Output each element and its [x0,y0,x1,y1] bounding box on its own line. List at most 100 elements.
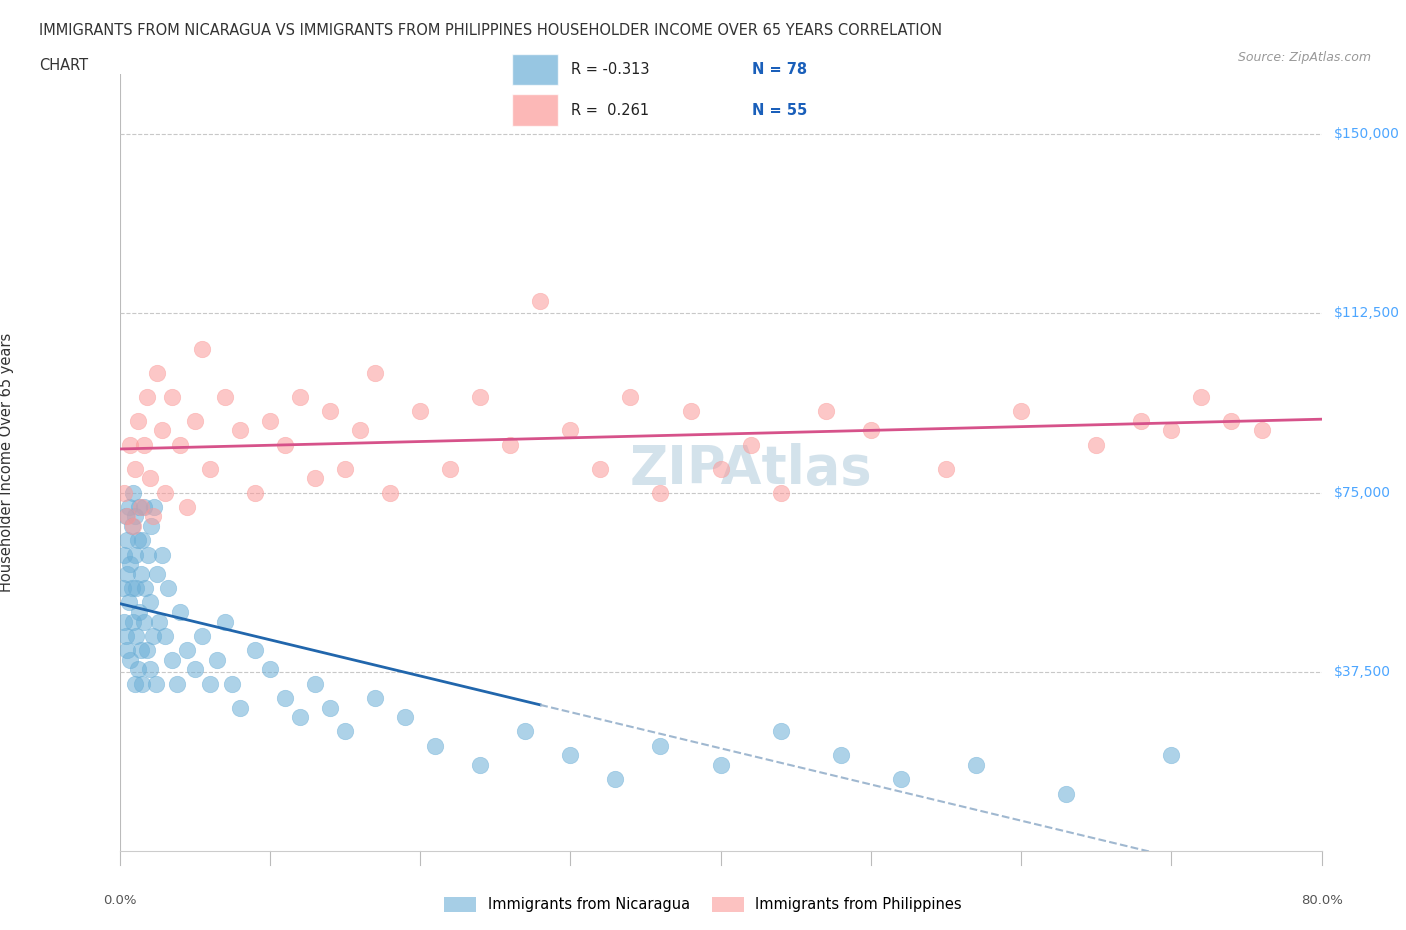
Point [138,595,160,610]
Text: ZIPAtlas: ZIPAtlas [630,443,872,495]
Point [1160,423,1182,438]
Point [221,676,243,691]
Point [176,643,198,658]
Text: $150,000: $150,000 [1334,127,1399,141]
Point [160,652,183,667]
Point [118,652,141,667]
Text: IMMIGRANTS FROM NICARAGUA VS IMMIGRANTS FROM PHILIPPINES HOUSEHOLDER INCOME OVER: IMMIGRANTS FROM NICARAGUA VS IMMIGRANTS … [39,23,942,38]
Point [304,676,326,691]
Point [134,580,156,595]
Point [135,643,157,658]
Point [679,404,702,418]
Point [319,700,342,715]
Point [288,390,311,405]
Text: 0.0%: 0.0% [103,894,136,907]
Point [274,691,297,706]
Point [112,485,135,500]
Point [138,471,160,485]
Point [111,580,134,595]
Point [160,390,183,405]
Point [470,390,492,405]
Text: CHART: CHART [39,58,89,73]
Point [124,547,146,562]
Point [138,662,160,677]
Point [191,341,214,356]
Point [131,676,153,691]
Point [115,566,138,581]
Point [112,547,135,562]
Point [333,461,356,476]
Point [118,557,141,572]
Point [228,423,252,438]
Point [499,437,522,452]
Point [394,710,416,724]
Point [814,404,837,418]
Legend: Immigrants from Nicaragua, Immigrants from Philippines: Immigrants from Nicaragua, Immigrants fr… [439,891,967,918]
Text: $75,000: $75,000 [1334,485,1391,499]
Point [740,437,762,452]
Point [409,404,432,418]
Point [114,509,136,524]
Point [112,614,135,629]
Point [183,662,205,677]
Point [515,724,537,739]
Bar [512,94,558,126]
Point [1054,786,1077,801]
Point [142,509,165,524]
Point [1130,414,1153,429]
Point [128,499,150,514]
Point [114,629,136,644]
Point [214,390,236,405]
Text: N = 78: N = 78 [752,62,807,77]
Point [166,676,188,691]
Point [259,662,281,677]
Point [650,485,672,500]
Point [153,629,176,644]
Point [176,499,198,514]
Point [198,461,221,476]
Point [228,700,252,715]
Point [142,629,165,644]
Point [243,485,266,500]
Point [1189,390,1212,405]
Point [589,461,612,476]
Text: Householder Income Over 65 years: Householder Income Over 65 years [0,333,14,592]
Point [136,547,159,562]
Text: $37,500: $37,500 [1334,665,1391,679]
Point [183,414,205,429]
Point [122,485,145,500]
Point [274,437,297,452]
Point [143,499,166,514]
Point [122,614,145,629]
Point [769,485,792,500]
Point [148,614,170,629]
Point [124,509,146,524]
Text: N = 55: N = 55 [752,102,807,117]
Point [1160,748,1182,763]
Point [135,390,157,405]
Point [650,738,672,753]
Point [769,724,792,739]
Point [132,499,155,514]
Point [115,643,138,658]
Point [115,509,138,524]
Point [131,533,153,548]
Point [127,533,149,548]
Point [129,643,152,658]
Point [198,676,221,691]
Point [145,676,167,691]
Point [205,652,228,667]
Point [132,437,155,452]
Text: R =  0.261: R = 0.261 [571,102,650,117]
Point [156,580,179,595]
Point [122,519,145,534]
Point [139,519,162,534]
Text: $112,500: $112,500 [1334,306,1399,320]
Point [529,294,551,309]
Point [965,758,987,773]
Point [153,485,176,500]
Point [1250,423,1272,438]
Point [124,676,146,691]
Point [378,485,401,500]
Point [470,758,492,773]
